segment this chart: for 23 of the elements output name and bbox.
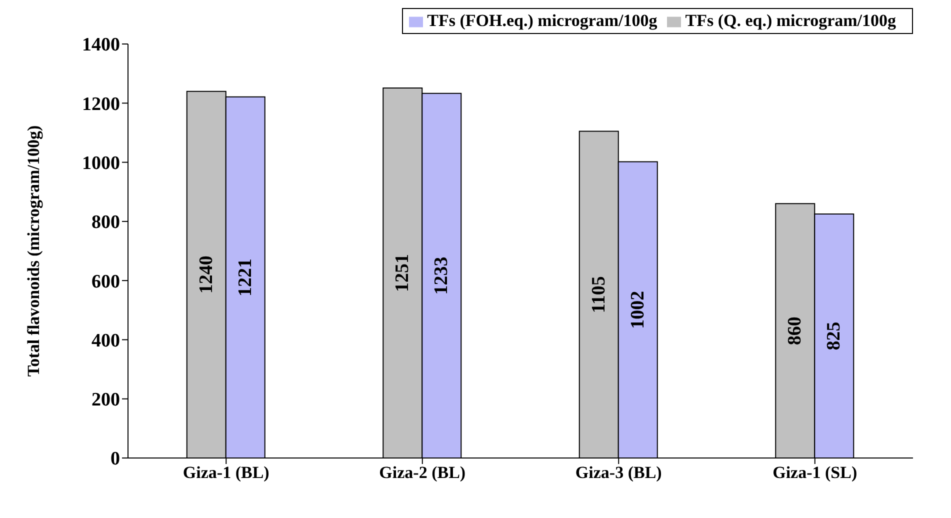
x-tick-label: Giza-3 (BL) (575, 463, 662, 482)
y-tick-label: 800 (92, 212, 120, 234)
x-tick-label: Giza-1 (BL) (182, 463, 270, 482)
legend-label: TFs (FOH.eq.) microgram/100g (427, 11, 658, 30)
data-label: 1233 (431, 256, 452, 295)
legend-label: TFs (Q. eq.) microgram/100g (685, 11, 896, 30)
y-tick-label: 1200 (82, 94, 120, 115)
y-tick-label: 400 (92, 330, 120, 352)
data-label: 860 (784, 316, 806, 346)
y-tick-label: 200 (92, 390, 120, 411)
x-tick-label: Giza-1 (SL) (772, 463, 858, 482)
y-tick-label: 0 (110, 448, 120, 470)
y-axis-title: Total flavonoids (microgram/100g) (24, 125, 44, 377)
data-label: 1002 (627, 290, 648, 329)
data-label: 825 (824, 322, 845, 350)
data-label: 1240 (196, 256, 217, 294)
y-tick-label: 1000 (82, 153, 120, 174)
y-tick-label: 1400 (82, 34, 120, 56)
y-tick-label: 600 (92, 271, 120, 292)
x-tick-label: Giza-2 (BL) (379, 463, 466, 482)
data-label: 1251 (392, 254, 414, 292)
data-label: 1221 (234, 258, 256, 296)
data-label: 1105 (588, 276, 610, 314)
